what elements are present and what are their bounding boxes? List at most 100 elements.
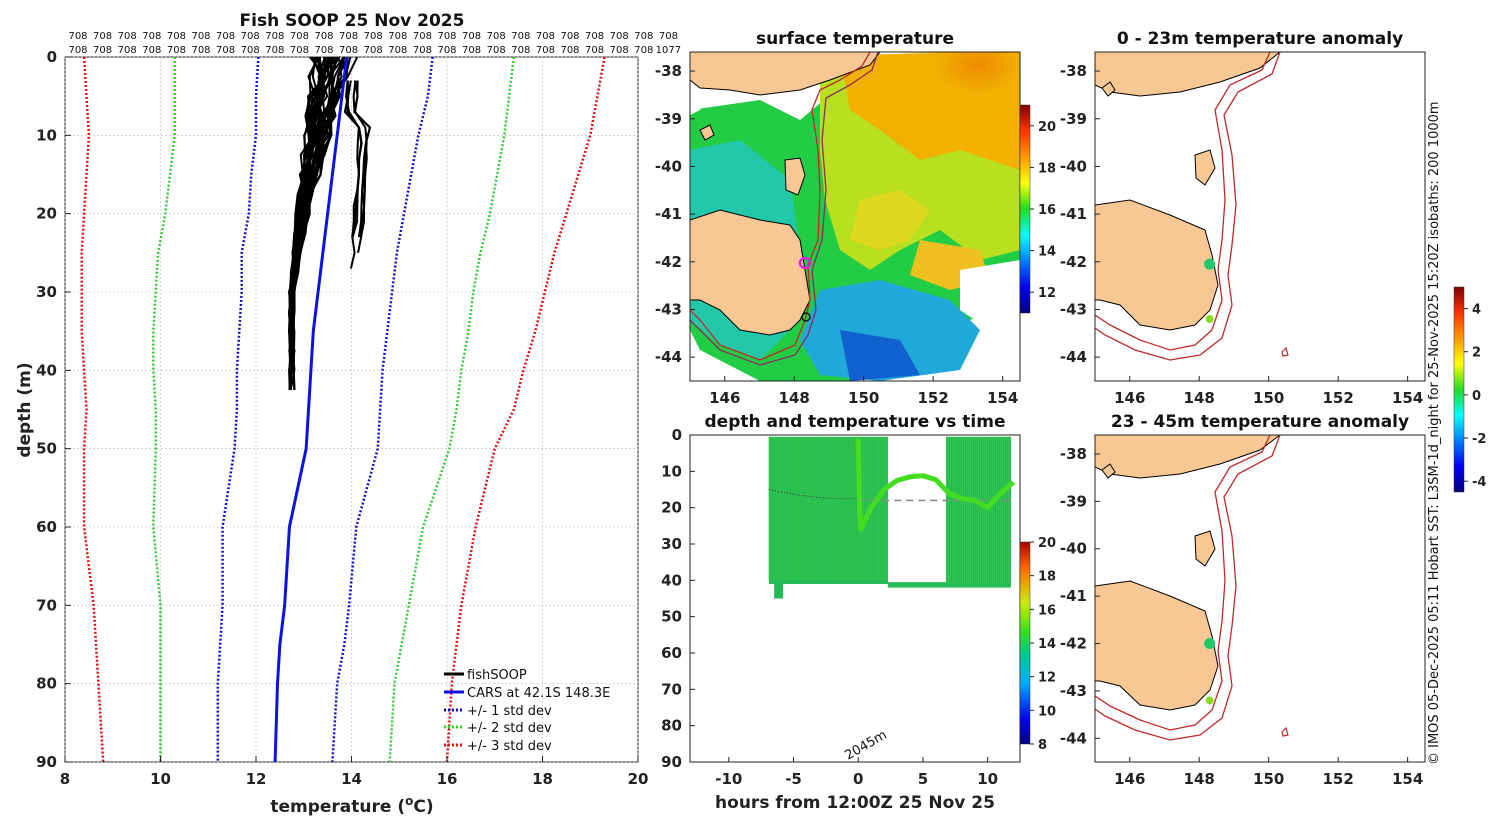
profile-ytick-label: 10 <box>36 126 57 144</box>
profile-count-row1: 708 <box>659 31 678 42</box>
obs-profile-line <box>354 80 368 238</box>
colorbar-tick-label: 8 <box>1038 738 1047 753</box>
profile-count-row2: 708 <box>364 45 383 56</box>
profile-ytick-label: 70 <box>36 596 57 614</box>
profile-count-row1: 708 <box>68 31 87 42</box>
ts-block-1-tail <box>774 565 784 599</box>
ts-ytick-label: 0 <box>672 426 682 444</box>
colorbar-tick-label: 16 <box>1038 203 1056 218</box>
profile-count-row2: 708 <box>462 45 481 56</box>
anom1-frame <box>1094 51 1426 382</box>
profile-count-row2: 1077 <box>656 45 681 56</box>
map-ytick-label: -43 <box>1060 300 1087 318</box>
profile-count-row2: 708 <box>560 45 579 56</box>
anom1-ticks: 146 148 150 152 154 -38 -39 -40 -41 -42 -43 -44 <box>1060 62 1423 407</box>
anom2-field <box>1095 435 1425 762</box>
anomaly-colorbar-ticks: -4 -2 0 2 4 <box>1464 303 1486 490</box>
map-xtick-label: 154 <box>987 389 1018 407</box>
sst-tasmania <box>690 209 811 336</box>
colorbar-tick-label: -4 <box>1472 475 1486 490</box>
anom2-tasmania <box>1095 580 1219 711</box>
profile-count-row2: 708 <box>413 45 432 56</box>
map-ytick-label: -40 <box>1060 157 1087 175</box>
colorbar-tick-label: 12 <box>1038 286 1056 301</box>
profile-count-row1: 708 <box>93 31 112 42</box>
profile-ytick-label: 50 <box>36 440 57 458</box>
sst-eddy <box>850 190 930 250</box>
ts-ytick-label: 70 <box>661 680 682 698</box>
map-xtick-label: 154 <box>1392 770 1423 788</box>
profile-grid <box>64 56 639 763</box>
profile-count-row2: 708 <box>314 45 333 56</box>
map-ytick-label: -43 <box>1060 682 1087 700</box>
ts-ytick-label: 50 <box>661 608 682 626</box>
legend-label-obs: fishSOOP <box>467 668 527 683</box>
map-ytick-label: -44 <box>655 348 682 366</box>
profile-count-row2: 708 <box>118 45 137 56</box>
map-ytick-label: -39 <box>1060 492 1087 510</box>
ts-title: depth and temperature vs time <box>705 412 1006 432</box>
ts-xtick-label: 10 <box>977 770 998 788</box>
anom1-isobath-200 <box>1095 52 1271 351</box>
anomaly-colorbar-bar <box>1453 286 1465 493</box>
ts-colorbar-ticks: 8 10 12 14 16 18 20 <box>1030 536 1056 753</box>
profile-count-row2: 708 <box>167 45 186 56</box>
ts-xtick-label: 0 <box>853 770 863 788</box>
profile-count-row1: 708 <box>167 31 186 42</box>
profile-count-row1: 708 <box>388 31 407 42</box>
colorbar-tick-label: 18 <box>1038 570 1056 585</box>
profile-count-row1: 708 <box>585 31 604 42</box>
profile-xtick-label: 12 <box>246 770 267 788</box>
ts-ytick-label: 10 <box>661 462 682 480</box>
profile-count-row2: 708 <box>634 45 653 56</box>
sst-map: surface temperature 146 148 150 152 154 -38 -3… <box>655 29 1056 407</box>
profile-count-row2: 708 <box>487 45 506 56</box>
profile-count-row1: 708 <box>241 31 260 42</box>
sst-ticks: 146 148 150 152 154 -38 -39 -40 -41 -42 -43 -44 <box>655 62 1018 407</box>
map-xtick-label: 152 <box>1323 389 1354 407</box>
map-xtick-label: 148 <box>779 389 810 407</box>
map-xtick-label: 148 <box>1184 770 1215 788</box>
ts-colorbar <box>1019 541 1031 745</box>
legend-label-std2: +/- 2 std dev <box>467 721 552 736</box>
anom2-ticks: 146 148 150 152 154 -38 -39 -40 -41 -42 -43 -44 <box>1060 445 1423 788</box>
profile-xtick-label: 16 <box>437 770 458 788</box>
profile-count-row1: 708 <box>339 31 358 42</box>
colorbar-tick-label: 4 <box>1472 303 1481 318</box>
sst-title: surface temperature <box>756 29 954 49</box>
legend-label-std1: +/- 1 std dev <box>467 704 552 719</box>
map-xtick-label: 152 <box>918 389 949 407</box>
map-ytick-label: -44 <box>1060 348 1087 366</box>
colorbar-tick-label: 10 <box>1038 704 1056 719</box>
map-xtick-label: 152 <box>1323 770 1354 788</box>
colorbar-tick-label: -2 <box>1472 432 1486 447</box>
map-ytick-label: -40 <box>655 157 682 175</box>
profile-ytick-label: 0 <box>47 48 57 66</box>
profile-count-row1: 708 <box>191 31 210 42</box>
timeseries-chart: depth and temperature vs time -10 -5 0 5 10 0… <box>661 412 1056 813</box>
map-xtick-label: 146 <box>1114 770 1145 788</box>
profile-count-row1: 708 <box>487 31 506 42</box>
map-ytick-label: -41 <box>655 205 682 223</box>
profile-count-row2: 708 <box>191 45 210 56</box>
side-note: © IMOS 05-Dec-2025 05:11 Hobart SST: L3S… <box>1427 101 1442 765</box>
sst-hot-core <box>880 52 1020 142</box>
map-ytick-label: -38 <box>1060 445 1087 463</box>
profile-count-row1: 708 <box>511 31 530 42</box>
sst-isobath-200 <box>690 52 871 361</box>
anom1-mainland <box>1095 52 1281 97</box>
anomaly-map-0-23m: 0 - 23m temperature anomaly 146 148 150 152… <box>1060 29 1426 407</box>
profile-count-row2: 708 <box>339 45 358 56</box>
ts-bottom-line <box>888 582 947 588</box>
map-ytick-label: -43 <box>655 300 682 318</box>
std2-minus-line <box>152 57 177 762</box>
colorbar-tick-label: 14 <box>1038 245 1056 260</box>
profile-count-row2: 708 <box>585 45 604 56</box>
profile-count-row2: 708 <box>536 45 555 56</box>
sst-position-marker <box>798 256 812 270</box>
profile-xtick-label: 10 <box>150 770 171 788</box>
anom2-title: 23 - 45m temperature anomaly <box>1111 412 1409 432</box>
map-ytick-label: -39 <box>655 110 682 128</box>
